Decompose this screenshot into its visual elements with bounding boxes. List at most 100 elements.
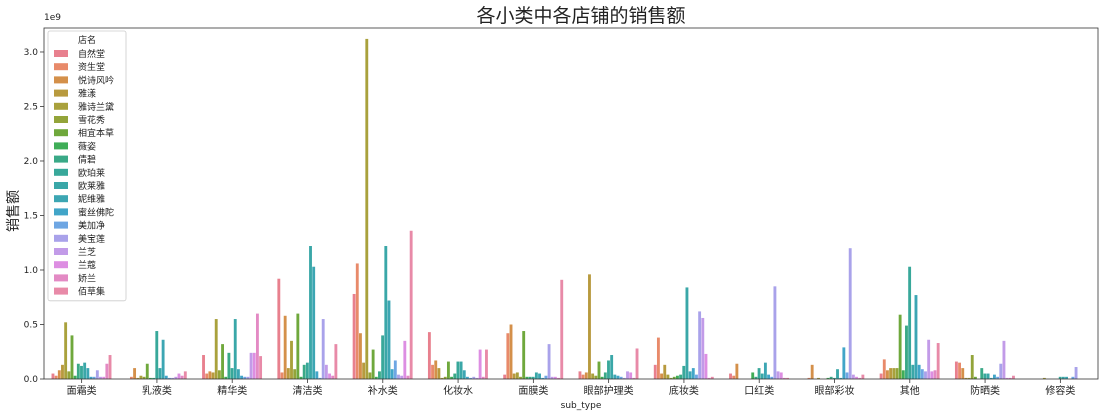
bar bbox=[286, 368, 290, 379]
bar bbox=[588, 274, 591, 379]
bar bbox=[669, 377, 673, 379]
bar bbox=[732, 375, 736, 379]
legend-label: 妮维雅 bbox=[78, 193, 105, 205]
legend-label: 倩碧 bbox=[78, 154, 96, 166]
bar bbox=[174, 376, 178, 379]
bar bbox=[427, 332, 431, 379]
bar bbox=[842, 347, 846, 379]
bar bbox=[280, 372, 284, 379]
bar bbox=[889, 368, 893, 379]
bar bbox=[393, 360, 397, 379]
x-tick-label: 防晒类 bbox=[970, 384, 1000, 397]
bar bbox=[701, 317, 705, 379]
bar bbox=[600, 376, 604, 379]
bar bbox=[757, 368, 761, 379]
legend-swatch bbox=[54, 168, 68, 176]
bar bbox=[296, 313, 300, 379]
bar bbox=[578, 371, 582, 379]
bar bbox=[817, 377, 820, 379]
legend-label: 蜜丝佛陀 bbox=[78, 206, 114, 218]
legend-swatch bbox=[54, 50, 68, 57]
legend-label: 雅漾 bbox=[78, 88, 96, 100]
bar bbox=[786, 377, 790, 379]
bar bbox=[158, 368, 162, 379]
legend-swatch bbox=[54, 63, 68, 71]
bar bbox=[622, 377, 626, 379]
bar bbox=[1005, 377, 1009, 379]
legend-label: 资生堂 bbox=[78, 61, 105, 73]
bar bbox=[161, 339, 165, 379]
x-tick-label: 乳液类 bbox=[142, 384, 172, 397]
bars-group bbox=[51, 38, 1078, 380]
bar bbox=[61, 364, 64, 379]
bar bbox=[443, 376, 447, 379]
bar bbox=[252, 352, 256, 379]
bar bbox=[964, 377, 968, 379]
legend-swatch bbox=[54, 287, 68, 295]
bar bbox=[954, 361, 958, 379]
legend-swatch bbox=[54, 182, 68, 189]
y-tick-label: 2.5 bbox=[24, 102, 38, 112]
bar bbox=[626, 371, 629, 379]
bar bbox=[503, 374, 507, 379]
bar bbox=[293, 369, 297, 379]
bar bbox=[328, 373, 331, 379]
y-tick-label: 0.5 bbox=[24, 320, 38, 330]
bar bbox=[632, 377, 636, 379]
bar bbox=[1074, 367, 1078, 379]
bar bbox=[1071, 376, 1075, 379]
bar bbox=[879, 373, 883, 379]
x-tick-label: 清洁类 bbox=[293, 384, 323, 397]
bar bbox=[676, 375, 679, 379]
x-tick-label: 面膜类 bbox=[518, 384, 548, 397]
legend-label: 欧珀莱 bbox=[78, 167, 105, 179]
bar bbox=[466, 376, 469, 379]
bar bbox=[999, 363, 1003, 379]
legend-swatch bbox=[54, 234, 68, 242]
bar bbox=[359, 333, 362, 379]
bar bbox=[205, 373, 209, 379]
bar bbox=[67, 371, 71, 379]
bar bbox=[933, 370, 937, 379]
bar bbox=[848, 248, 852, 379]
bar bbox=[86, 368, 90, 379]
bar bbox=[259, 356, 263, 379]
bar bbox=[149, 377, 152, 379]
bar bbox=[729, 373, 732, 379]
bar bbox=[171, 377, 175, 379]
bar bbox=[519, 376, 522, 379]
bar bbox=[961, 368, 965, 379]
bar bbox=[898, 314, 902, 379]
bar bbox=[531, 376, 535, 379]
bar bbox=[550, 376, 554, 379]
bar bbox=[334, 344, 338, 379]
legend-label: 雅诗兰黛 bbox=[78, 101, 114, 113]
bar bbox=[324, 364, 328, 379]
x-axis-label: sub_type bbox=[561, 401, 602, 411]
bar bbox=[224, 376, 228, 379]
bar bbox=[440, 377, 444, 379]
bar bbox=[751, 372, 755, 379]
bar bbox=[1065, 376, 1068, 379]
bar bbox=[240, 375, 244, 379]
x-tick-label: 眼部彩妆 bbox=[815, 384, 855, 397]
bar bbox=[155, 331, 159, 379]
bar bbox=[57, 370, 61, 379]
legend-swatch bbox=[54, 248, 68, 255]
bar bbox=[591, 373, 595, 379]
bar bbox=[233, 319, 237, 379]
bar bbox=[290, 340, 293, 379]
legend-label: 欧莱雅 bbox=[78, 180, 105, 192]
bar bbox=[584, 372, 588, 379]
legend-swatch bbox=[54, 274, 68, 282]
y-axis-multiplier: 1e9 bbox=[44, 13, 61, 23]
bar bbox=[560, 279, 564, 379]
bar bbox=[581, 374, 585, 379]
bar bbox=[930, 371, 934, 379]
chart-title: 各小类中各店铺的销售额 bbox=[476, 5, 685, 27]
x-tick-label: 精华类 bbox=[217, 384, 247, 397]
bar bbox=[855, 376, 858, 379]
bar bbox=[616, 375, 620, 379]
bar bbox=[672, 376, 676, 379]
